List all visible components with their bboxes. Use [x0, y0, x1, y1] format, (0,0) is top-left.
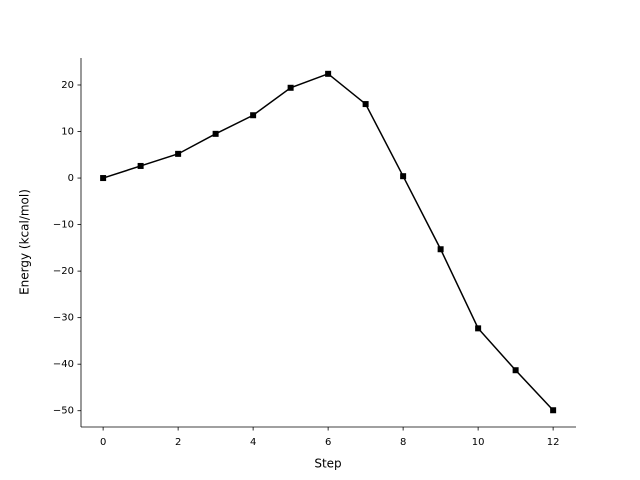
y-tick-label: 0 — [68, 173, 74, 184]
y-axis-label: Energy (kcal/mol) — [18, 189, 32, 295]
marker — [212, 130, 219, 137]
series-line — [102, 72, 554, 411]
x-axis-label: Step — [314, 457, 341, 471]
marker — [250, 112, 257, 119]
x-tick-label: 4 — [250, 437, 256, 448]
y-tick-label: −20 — [53, 266, 74, 277]
marker — [175, 150, 182, 157]
marker — [100, 175, 107, 182]
y-tick-label: −50 — [53, 406, 74, 417]
marker — [400, 173, 407, 180]
x-tick-label: 6 — [325, 437, 331, 448]
x-tick-label: 12 — [547, 437, 560, 448]
x-tick-label: 10 — [472, 437, 485, 448]
y-tick-label: −40 — [53, 359, 74, 370]
marker — [437, 246, 444, 253]
y-tick-label: 10 — [61, 127, 74, 138]
x-tick-label: 2 — [175, 437, 181, 448]
x-tick-label: 0 — [100, 437, 106, 448]
marker — [287, 84, 294, 91]
marker — [137, 162, 144, 169]
marker — [362, 101, 369, 108]
y-tick-label: −10 — [53, 220, 74, 231]
y-tick-label: 20 — [61, 80, 74, 91]
marker — [325, 70, 332, 77]
marker — [550, 407, 557, 414]
marker — [475, 325, 482, 332]
marker — [512, 367, 519, 374]
x-tick-label: 8 — [400, 437, 406, 448]
y-tick-label: −30 — [53, 313, 74, 324]
